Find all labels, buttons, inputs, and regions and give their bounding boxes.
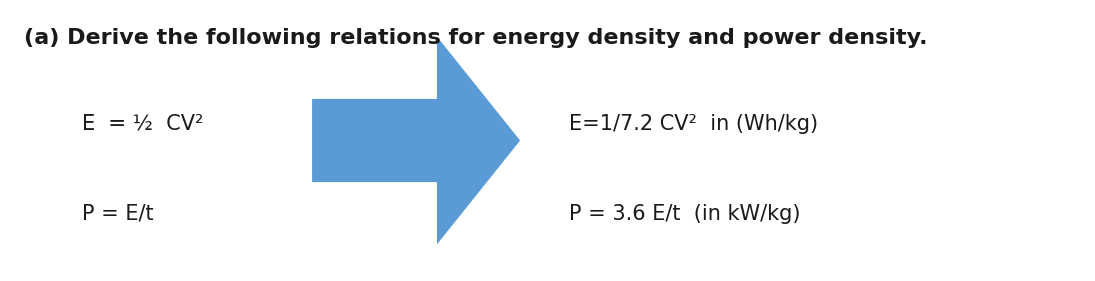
Text: P = 3.6 E/t  (in kW/kg): P = 3.6 E/t (in kW/kg) xyxy=(569,203,800,224)
Text: (a) Derive the following relations for energy density and power density.: (a) Derive the following relations for e… xyxy=(24,28,927,48)
Text: P = E/t: P = E/t xyxy=(82,203,153,224)
Text: E  =: E = xyxy=(82,114,132,134)
Text: E=1/7.2 CV²  in (Wh/kg): E=1/7.2 CV² in (Wh/kg) xyxy=(569,114,819,134)
Polygon shape xyxy=(312,37,520,244)
Text: E  = ½  CV²: E = ½ CV² xyxy=(82,114,204,134)
